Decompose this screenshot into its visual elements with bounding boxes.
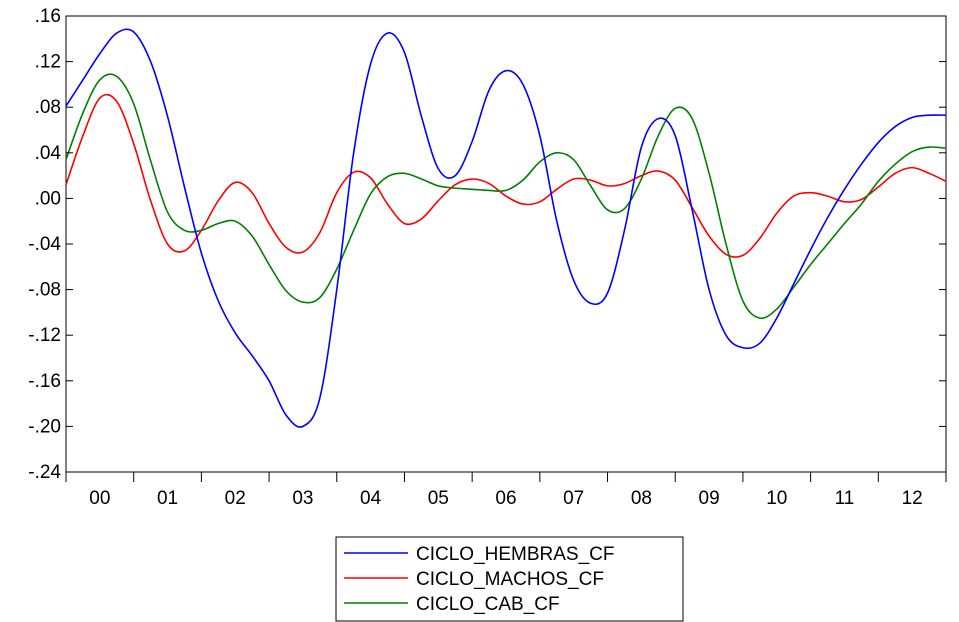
y-tick-label: -.20: [28, 416, 61, 437]
x-tick-label: 10: [766, 488, 787, 509]
x-tick-label: 06: [495, 488, 516, 509]
series-line-ciclo-machos-cf: [65, 93, 947, 258]
y-tick-label: .12: [35, 52, 61, 73]
y-tick-label: -.12: [28, 325, 61, 346]
legend-box: [335, 536, 684, 622]
y-tick-label: -.04: [28, 234, 61, 255]
y-tick-label: -.16: [28, 371, 61, 392]
x-tick-label: 09: [699, 488, 720, 509]
legend-label: CICLO_HEMBRAS_CF: [416, 544, 615, 565]
x-tick-label: 05: [428, 488, 449, 509]
x-tick-label: 03: [292, 488, 313, 509]
x-tick-label: 11: [835, 488, 855, 509]
x-tick-label: 07: [563, 488, 584, 509]
y-tick-label: .00: [35, 188, 61, 209]
series-line-ciclo-hembras-cf: [65, 28, 947, 428]
x-tick-label: 00: [89, 488, 110, 509]
x-tick-label: 12: [902, 488, 923, 509]
x-tick-label: 08: [631, 488, 652, 509]
y-tick-label: -.08: [28, 280, 61, 301]
legend-label: CICLO_CAB_CF: [416, 594, 560, 615]
x-tick-label: 04: [360, 488, 382, 509]
y-tick-label: .04: [35, 143, 62, 164]
series-line-ciclo-cab-cf: [65, 73, 947, 320]
y-tick-label: .16: [35, 6, 61, 27]
y-tick-label: .08: [35, 97, 61, 118]
x-tick-label: 02: [225, 488, 246, 509]
x-tick-label: 01: [157, 488, 178, 509]
y-tick-label: -.24: [28, 462, 61, 483]
legend-label: CICLO_MACHOS_CF: [416, 569, 604, 590]
